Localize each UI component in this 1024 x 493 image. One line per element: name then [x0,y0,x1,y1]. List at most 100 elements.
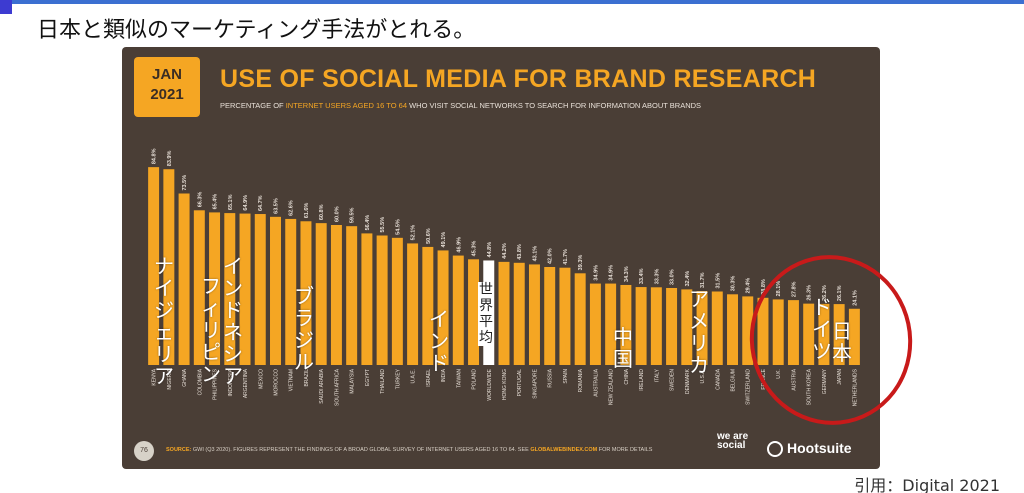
category-label: SPAIN [563,369,569,384]
category-label: COLOMBIA [197,368,203,395]
source-link: GLOBALWEBINDEX.COM [530,447,598,453]
value-label: 65.1% [228,194,234,210]
value-label: 26.3% [807,285,813,301]
value-label: 44.2% [502,243,508,259]
label-brazil: ブラジル [294,284,314,374]
bar-ghana [178,193,190,365]
label-world-average: 世界平均 [478,282,494,346]
date-badge: JAN 2021 [134,57,200,117]
value-label: 29.4% [746,278,752,294]
value-label: 31.7% [700,272,706,288]
category-label: HONG KONG [502,369,508,400]
category-label: NEW ZEALAND [609,369,615,406]
category-label: SOUTH KOREA [807,368,813,405]
category-label: TAIWAN [456,369,462,388]
bar-south-korea [803,303,815,365]
bar-china [620,284,632,365]
bar-u-a-e- [407,243,419,365]
value-label: 54.5% [395,219,401,235]
bar-russia [544,267,556,365]
category-label: U.A.E. [411,369,417,383]
bar-argentina [239,213,251,365]
category-label: GERMANY [822,368,828,394]
source-label: SOURCE: [166,447,192,453]
bar-u-k- [772,299,784,365]
value-label: 49.1% [441,232,447,248]
bar-austria [787,300,799,365]
category-label: EGYPT [365,369,371,386]
label-china: 中国 [613,325,633,371]
bar-netherlands [848,308,860,365]
bar-japan [833,304,845,365]
category-label: PORTUGAL [517,369,523,397]
category-label: NETHERLANDS [852,368,858,406]
label-usa: アメリカ [689,287,709,377]
bar-italy [650,287,662,365]
label-india: インド [429,307,449,375]
label-germany: ドイツ [812,295,832,363]
value-label: 34.9% [609,265,615,281]
bar-israel [422,246,434,365]
value-label: 26.2% [822,285,828,301]
label-japan: 日本 [832,319,852,365]
category-label: SWEDEN [670,369,676,391]
value-label: 66.3% [197,192,203,208]
bar-morocco [270,216,281,365]
bar-spain [559,267,571,365]
value-label: 32.4% [685,271,691,287]
bar-hong-kong [498,261,510,365]
bar-india [437,250,449,365]
category-label: VIETNAM [289,369,295,391]
bar-vietnam [285,218,297,365]
category-label: NIGERIA [167,368,173,389]
value-label: 28.1% [776,281,782,297]
bar-thailand [376,235,388,365]
category-label: DENMARK [685,368,691,394]
value-label: 41.7% [563,249,569,265]
category-label: IRELAND [639,369,645,391]
bar-belgium [727,294,738,365]
page-number: 76 [134,441,154,461]
we-are-social-logo: we are social [717,431,749,451]
value-label: 26.1% [837,285,843,301]
bar-canada [711,291,723,365]
value-label: 83.9% [167,151,173,167]
category-label: U.S.A. [700,369,706,383]
value-label: 63.5% [273,198,279,214]
bar-mexico [254,214,266,365]
bar-denmark [681,289,693,365]
value-label: 44.8% [487,242,493,258]
bar-ireland [635,287,647,365]
bar-saudi-arabia [315,223,327,365]
chart-subtitle: PERCENTAGE OF INTERNET USERS AGED 16 TO … [220,101,701,110]
subtitle-post: WHO VISIT SOCIAL NETWORKS TO SEARCH FOR … [407,101,702,110]
value-label: 61.6% [304,203,310,219]
bar-south-africa [330,225,342,365]
category-label: RUSSIA [548,368,554,387]
value-label: 52.1% [411,225,417,241]
bar-colombia [193,210,205,365]
category-label: KENYA [152,368,158,385]
category-label: WORLDWIDE [487,368,493,400]
category-label: PHILIPPINES [213,368,219,400]
label-nigeria: ナイジェリア [154,254,174,388]
badge-year: 2021 [150,86,184,103]
category-label: TURKEY [395,368,401,389]
value-label: 84.8% [152,148,158,164]
source-tail: FOR MORE DETAILS [598,447,653,453]
value-label: 31.5% [715,273,721,289]
category-label: MEXICO [258,369,264,389]
bar-switzerland [742,296,754,365]
hootsuite-logo: Hootsuite [767,440,852,458]
category-label: JAPAN [837,369,843,385]
category-label: SINGAPORE [532,368,538,398]
bar-australia [589,283,601,365]
value-label: 64.9% [243,195,249,211]
value-label: 45.3% [472,241,478,257]
chart-panel: JAN 2021 USE OF SOCIAL MEDIA FOR BRAND R… [122,47,880,469]
value-label: 43.1% [532,246,538,262]
value-label: 64.7% [258,195,264,211]
category-label: MALAYSIA [350,368,356,393]
value-label: 60.0% [334,206,340,222]
category-label: SOUTH AFRICA [334,368,340,406]
